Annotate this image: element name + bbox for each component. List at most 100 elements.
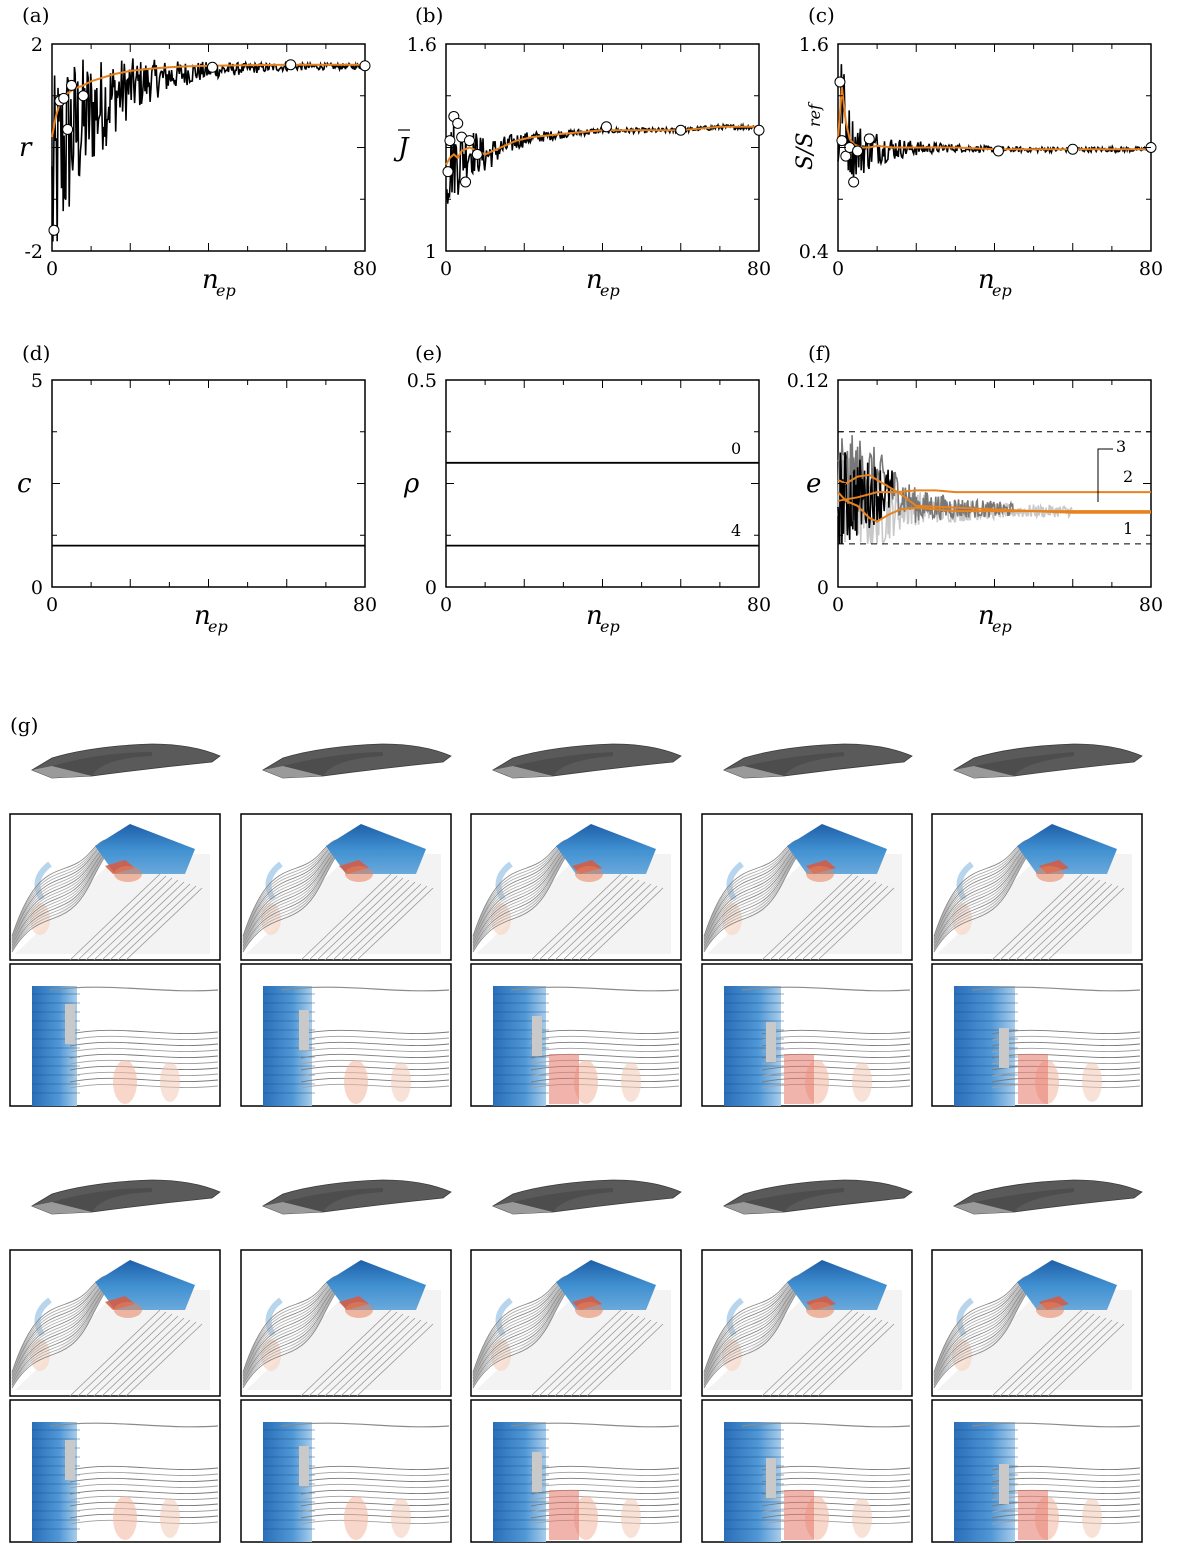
marker-point: [58, 92, 70, 104]
marker-point: [1067, 143, 1079, 155]
xlabel-sub-e: ep: [600, 617, 620, 636]
flow-top-view: [701, 1399, 913, 1543]
panel-label-c: (c): [808, 3, 835, 27]
tick-group-c: [837, 43, 1152, 252]
xtick-left-e: 0: [440, 594, 452, 616]
avg-series-f-1: [837, 473, 1151, 514]
panel-label-a: (a): [22, 3, 50, 27]
marker-point: [359, 60, 371, 72]
avg-series-b: [445, 125, 759, 166]
xtick-right-c: 80: [1139, 258, 1163, 280]
wing-shape: [262, 1179, 452, 1215]
ylabel-e: ρ: [403, 469, 420, 499]
marker-point: [463, 135, 475, 147]
panel-label-g: (g): [10, 713, 38, 737]
marker-point: [460, 176, 472, 188]
flow-side-view: [931, 1249, 1143, 1397]
ylabel-a: r: [19, 133, 33, 163]
xlabel-sub-c: ep: [992, 281, 1012, 300]
plot-frame-e: [445, 379, 760, 588]
ytick-bottom-d: 0: [31, 577, 43, 599]
tick-group-f: [837, 379, 1152, 588]
xtick-left-a: 0: [46, 258, 58, 280]
ytick-top-f: 0.12: [787, 370, 829, 392]
line-label-f-3: 3: [1116, 437, 1126, 456]
line-label-f-1: 1: [1123, 519, 1133, 538]
flow-top-view: [701, 963, 913, 1107]
wing-shape: [262, 743, 452, 779]
panel-label-b: (b): [415, 3, 443, 27]
ytick-top-a: 2: [31, 34, 43, 56]
ytick-top-b: 1.6: [407, 34, 437, 56]
flow-side-view: [9, 1249, 221, 1397]
ytick-bottom-f: 0: [817, 577, 829, 599]
xtick-left-f: 0: [832, 594, 844, 616]
ylabel-f: e: [806, 469, 821, 499]
xtick-right-d: 80: [353, 594, 377, 616]
xlabel-a: n: [202, 265, 219, 295]
marker-point: [848, 176, 860, 188]
ylabel-b: J: [393, 133, 410, 163]
flow-side-view: [240, 813, 452, 961]
marker-point: [206, 61, 218, 73]
marker-point: [852, 145, 864, 157]
wing-shape: [492, 743, 682, 779]
avg-series-a: [51, 63, 365, 138]
marker-point: [442, 166, 454, 178]
raw-series-a: [51, 58, 366, 242]
xtick-left-b: 0: [440, 258, 452, 280]
series-group-c: [834, 76, 1157, 188]
raw-series-c: [837, 64, 1152, 179]
xlabel-c: n: [978, 265, 995, 295]
marker-point: [444, 135, 456, 147]
chart-panel-f: (f) 0.12 0 0 80 e n ep 3 2 1: [787, 341, 1163, 636]
xtick-right-e: 80: [747, 594, 771, 616]
marker-point: [675, 124, 687, 136]
wing-shape: [31, 1179, 221, 1215]
leader-line-f: [1097, 448, 1113, 502]
flow-side-view: [701, 1249, 913, 1397]
xlabel-d: n: [194, 601, 211, 631]
flow-top-view: [9, 963, 221, 1107]
plot-frame-d: [51, 379, 366, 588]
chart-panel-e: (e) 0.5 0 0 80 ρ n ep 0 4: [403, 341, 771, 636]
line-label-e-4: 4: [731, 521, 741, 540]
xlabel-sub-b: ep: [600, 281, 620, 300]
marker-point: [600, 121, 612, 133]
flow-top-view: [9, 1399, 221, 1543]
flow-side-view: [931, 813, 1143, 961]
flow-top-view: [240, 963, 452, 1107]
tick-group-a: [51, 43, 366, 252]
flow-side-view: [470, 1249, 682, 1397]
wing-shape: [953, 743, 1143, 779]
marker-point: [48, 224, 60, 236]
xtick-left-c: 0: [832, 258, 844, 280]
tick-group-e: [445, 379, 760, 588]
avg-series-f-0: [837, 491, 1151, 523]
marker-point: [834, 76, 846, 88]
visualization-grid: [9, 743, 1143, 1543]
line-label-e-0: 0: [731, 439, 741, 458]
flow-side-view: [9, 813, 221, 961]
series-group-a: [48, 59, 371, 236]
wing-shape: [492, 1179, 682, 1215]
avg-series-c: [837, 86, 1151, 151]
xtick-left-d: 0: [46, 594, 58, 616]
marker-point: [753, 124, 765, 136]
ylabel-sub-c: ref: [805, 101, 824, 127]
xlabel-sub-f: ep: [992, 617, 1012, 636]
marker-point: [836, 135, 848, 147]
wing-shape: [723, 1179, 913, 1215]
series-group-e: [446, 461, 759, 547]
ytick-bottom-a: -2: [24, 241, 43, 263]
xtick-right-a: 80: [353, 258, 377, 280]
raw-trace-a: [51, 58, 366, 242]
chart-panel-d: (d) 5 0 0 80 c n ep: [17, 341, 377, 636]
ytick-top-e: 0.5: [407, 370, 437, 392]
xlabel-sub-a: ep: [216, 281, 236, 300]
plot-frame-a: [51, 43, 366, 252]
raw-trace-b: [445, 122, 759, 204]
flow-top-view: [931, 963, 1143, 1107]
wing-shape: [31, 743, 221, 779]
